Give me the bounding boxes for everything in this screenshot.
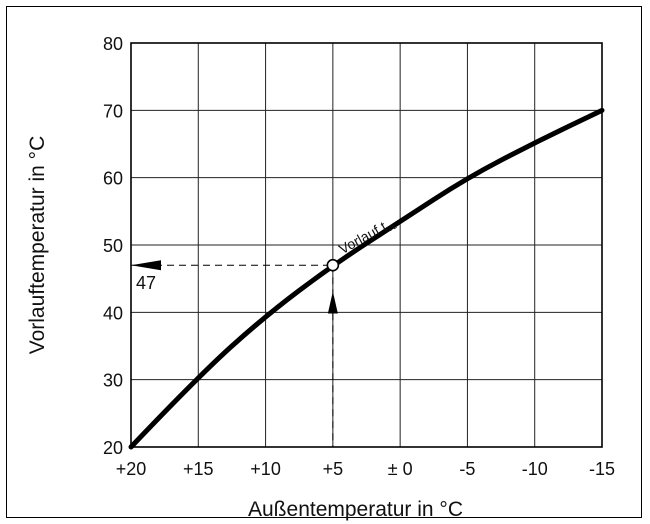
x-tick-label: +20 bbox=[116, 459, 147, 479]
x-tick-label: -15 bbox=[589, 459, 615, 479]
guides bbox=[131, 260, 338, 447]
readout-point bbox=[326, 258, 340, 272]
y-tick-label: 20 bbox=[103, 438, 123, 458]
x-tick-label: ± 0 bbox=[388, 459, 413, 479]
y-tick-label: 30 bbox=[103, 371, 123, 391]
y-tick-label: 50 bbox=[103, 236, 123, 256]
x-axis-title: Außentemperatur in °C bbox=[248, 498, 463, 521]
series-label-subscript: VL bbox=[385, 221, 398, 234]
x-tick-label: -10 bbox=[522, 459, 548, 479]
readout-value-label: 47 bbox=[136, 273, 156, 293]
left-arrow-icon bbox=[131, 260, 161, 271]
plot-border bbox=[130, 42, 603, 448]
y-tick-label: 60 bbox=[103, 169, 123, 189]
up-arrow-icon bbox=[327, 291, 338, 314]
x-tick-label: +10 bbox=[250, 459, 281, 479]
x-tick-label: +15 bbox=[183, 459, 214, 479]
y-tick-label: 70 bbox=[103, 101, 123, 121]
y-axis-title: Vorlauftemperatur in °C bbox=[26, 136, 49, 355]
x-tick-label: -5 bbox=[459, 459, 475, 479]
series-line bbox=[128, 107, 605, 450]
ticks: 20 30 40 50 60 70 80 +20 +15 +10 +5 ± 0 -5 -10 -15 bbox=[103, 34, 615, 479]
y-tick-label: 40 bbox=[103, 303, 123, 323]
series bbox=[128, 107, 605, 450]
series-label: Vorlauf tVL bbox=[336, 213, 399, 259]
x-tick-label: +5 bbox=[323, 459, 344, 479]
y-tick-label: 80 bbox=[103, 34, 123, 54]
figure-frame bbox=[6, 6, 642, 518]
